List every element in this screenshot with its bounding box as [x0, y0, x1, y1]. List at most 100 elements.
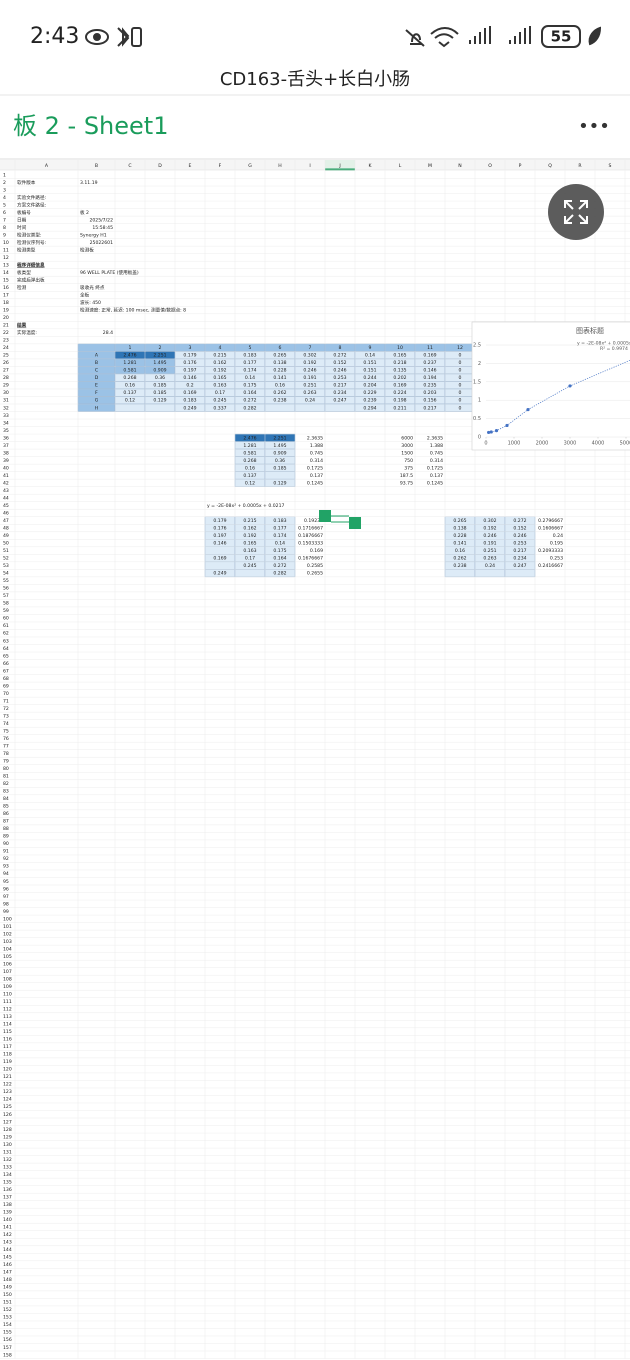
row-header: 131: [3, 1149, 12, 1155]
cell-text: 3: [189, 345, 192, 351]
cell-fill: [264, 403, 296, 412]
cell-text: 0.169: [183, 390, 196, 396]
row-header: 66: [3, 661, 9, 667]
row-header: 10: [3, 240, 9, 246]
row-header: 3: [3, 187, 6, 193]
cell-text: 1.388: [310, 443, 323, 449]
row-header: 84: [3, 796, 9, 802]
row-header: 119: [3, 1059, 12, 1065]
cell-text: 0.169: [393, 383, 406, 389]
row-header: 126: [3, 1112, 12, 1118]
cell-text: 0.314: [310, 458, 323, 464]
cell-text: 方案文件路径:: [17, 201, 47, 208]
cell-text: 0.1606667: [538, 526, 563, 532]
cell-text: 0.14: [245, 375, 255, 381]
cell-text: 0.1725: [427, 465, 443, 471]
cell-text: 0: [459, 360, 462, 366]
row-header: 98: [3, 901, 9, 907]
menu-button[interactable]: •••: [578, 116, 610, 137]
cell-text: 0.137: [243, 473, 256, 479]
column-header: I: [309, 163, 310, 169]
row-header: 20: [3, 315, 9, 321]
column-header: Q: [548, 163, 552, 169]
cell-text: 750: [404, 458, 413, 464]
cell-fill: [504, 569, 536, 578]
cell-text: 全板: [80, 292, 90, 299]
cell-text: 0.152: [333, 360, 346, 366]
cell-text: 0.253: [550, 556, 563, 562]
row-header: 27: [3, 368, 9, 374]
status-icons: [85, 25, 602, 48]
cell-text: 检测类型: [17, 246, 36, 253]
cell-text: 0.203: [423, 390, 436, 396]
cell-text: 0.245: [213, 398, 226, 404]
cell-text: 0.1676667: [298, 556, 323, 562]
r-squared: R² = 0.9974: [600, 346, 628, 352]
cell-text: 0.195: [550, 541, 563, 547]
cell-fill: [264, 471, 296, 480]
cell-text: 0.14: [275, 541, 285, 547]
cell-text: 0.138: [273, 360, 286, 366]
row-header: 99: [3, 909, 9, 915]
cell-text: 0.19233: [304, 518, 323, 524]
row-header: 110: [3, 992, 12, 998]
row-header: 49: [3, 533, 9, 539]
row-header: 137: [3, 1194, 12, 1200]
row-header: 16: [3, 285, 9, 291]
cell-text: 0.183: [273, 518, 286, 524]
cell-text: 0.215: [243, 518, 256, 524]
cell-text: 0.247: [513, 563, 526, 569]
row-header: 74: [3, 721, 9, 727]
row-header: 117: [3, 1044, 12, 1050]
row-header: 14: [3, 270, 9, 276]
cell-text: 0.1725: [307, 465, 323, 471]
cell-fill: [444, 569, 476, 578]
cell-text: 日期: [17, 217, 27, 223]
cell-text: 0.192: [243, 533, 256, 539]
cell-text: 0.302: [483, 518, 496, 524]
cell-text: 0.294: [363, 405, 376, 411]
cell-text: 0.581: [123, 368, 136, 374]
cell-text: 结果: [17, 322, 27, 329]
fullscreen-button[interactable]: [548, 184, 604, 240]
cell-text: 0.185: [153, 390, 166, 396]
row-header: 59: [3, 608, 9, 614]
row-header: 146: [3, 1262, 12, 1268]
row-header: 151: [3, 1300, 12, 1306]
row-header: 67: [3, 668, 9, 674]
battery-level: 55: [551, 28, 572, 46]
cell-text: 0.24: [305, 398, 315, 404]
row-header: 54: [3, 571, 9, 577]
row-header: 120: [3, 1067, 12, 1073]
column-header: F: [219, 163, 222, 169]
row-header: 136: [3, 1187, 12, 1193]
cell-text: 8: [339, 345, 342, 351]
cell-text: 0.36: [155, 375, 165, 381]
row-header: 24: [3, 345, 9, 351]
cell-text: 0.247: [333, 398, 346, 404]
cell-text: 0.152: [513, 526, 526, 532]
x-tick-label: 2000: [536, 441, 549, 447]
cell-text: 0.251: [483, 548, 496, 554]
cell-text: 0.191: [483, 541, 496, 547]
row-header: 156: [3, 1337, 12, 1343]
row-header: 89: [3, 834, 9, 840]
row-header: 72: [3, 706, 9, 712]
cell-text: 0.183: [183, 398, 196, 404]
selected-column-header: [325, 160, 355, 170]
column-header: H: [278, 163, 281, 169]
sheet-name[interactable]: 板 2 - Sheet1: [13, 112, 168, 140]
cell-text: 0.17: [215, 390, 225, 396]
cell-text: 0.211: [393, 405, 406, 411]
row-header: 155: [3, 1330, 12, 1336]
cell-text: 0.151: [363, 360, 376, 366]
cell-text: 11: [427, 345, 433, 351]
y-tick-label: 2.5: [473, 343, 481, 349]
row-header: 149: [3, 1285, 12, 1291]
row-header: 52: [3, 556, 9, 562]
row-header: 75: [3, 728, 9, 734]
row-header: 48: [3, 526, 9, 532]
cell-text: 0.1503333: [298, 541, 323, 547]
cell-text: 93.75: [400, 480, 413, 486]
row-header: 43: [3, 488, 9, 494]
